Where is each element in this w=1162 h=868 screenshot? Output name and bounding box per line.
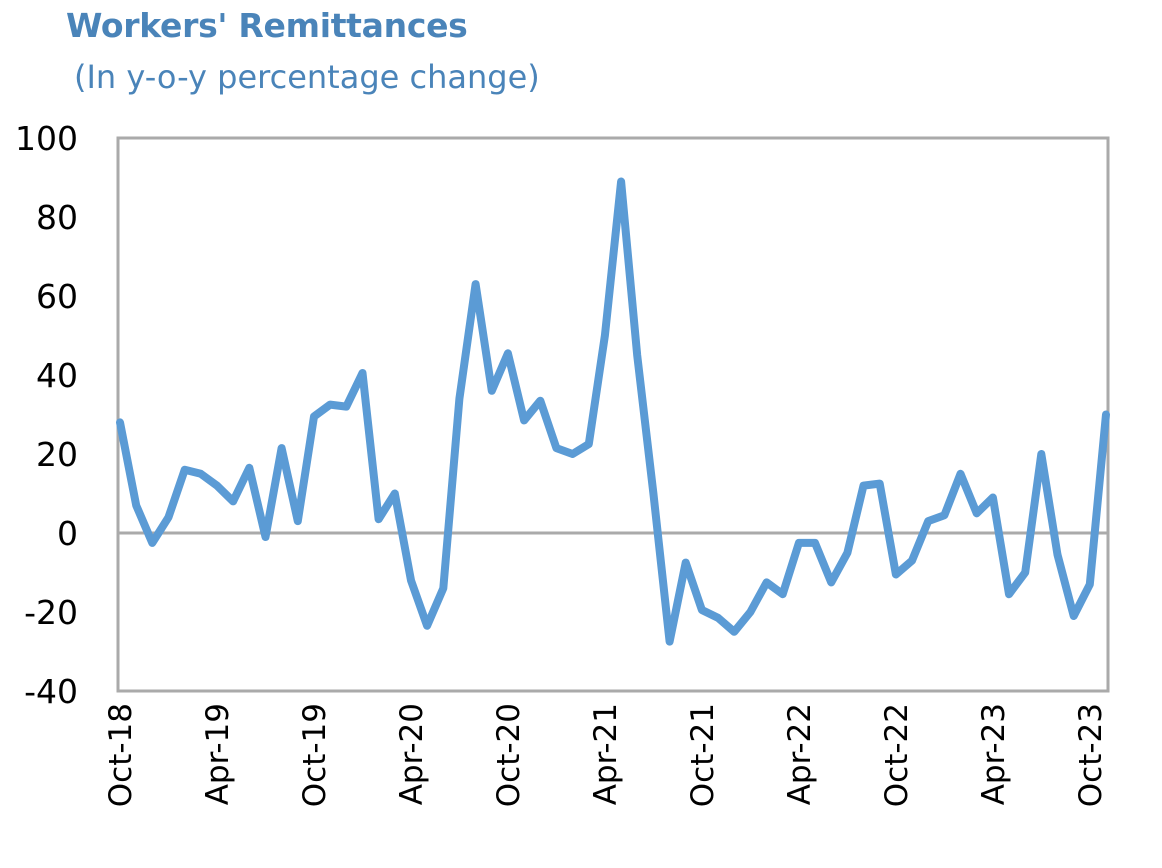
x-tick-label: Apr-19: [200, 703, 236, 805]
x-tick-label: Apr-23: [976, 703, 1012, 805]
y-tick-label: 40: [36, 356, 78, 395]
y-tick-label: -40: [24, 672, 78, 711]
x-tick-label: Oct-18: [103, 703, 139, 807]
series-layer: [116, 177, 1110, 646]
x-tick-label: Oct-20: [491, 703, 527, 807]
y-tick-label: 60: [36, 277, 78, 316]
x-tick-label: Oct-19: [297, 703, 333, 807]
chart-title: Workers' Remittances: [66, 6, 468, 45]
y-tick-label: 20: [36, 435, 78, 474]
y-tick-label: -20: [24, 593, 78, 632]
x-tick-label: Oct-21: [685, 703, 721, 807]
x-tick-label: Apr-22: [782, 703, 818, 805]
x-tick-label: Apr-21: [588, 703, 624, 805]
x-tick-label: Oct-22: [879, 703, 915, 807]
chart-subtitle: (In y-o-y percentage change): [74, 58, 540, 96]
y-tick-label: 80: [36, 198, 78, 237]
y-tick-label: 100: [15, 119, 78, 158]
y-tick-label: 0: [57, 514, 78, 553]
x-tick-label: Apr-20: [394, 703, 430, 805]
label-layer: 100 80 60 40 20 0 -20 -40 Oct-18 Apr-19 Oct-19 Apr-…: [15, 119, 1109, 807]
series-line: [116, 177, 1110, 646]
x-tick-label: Oct-23: [1073, 703, 1109, 807]
